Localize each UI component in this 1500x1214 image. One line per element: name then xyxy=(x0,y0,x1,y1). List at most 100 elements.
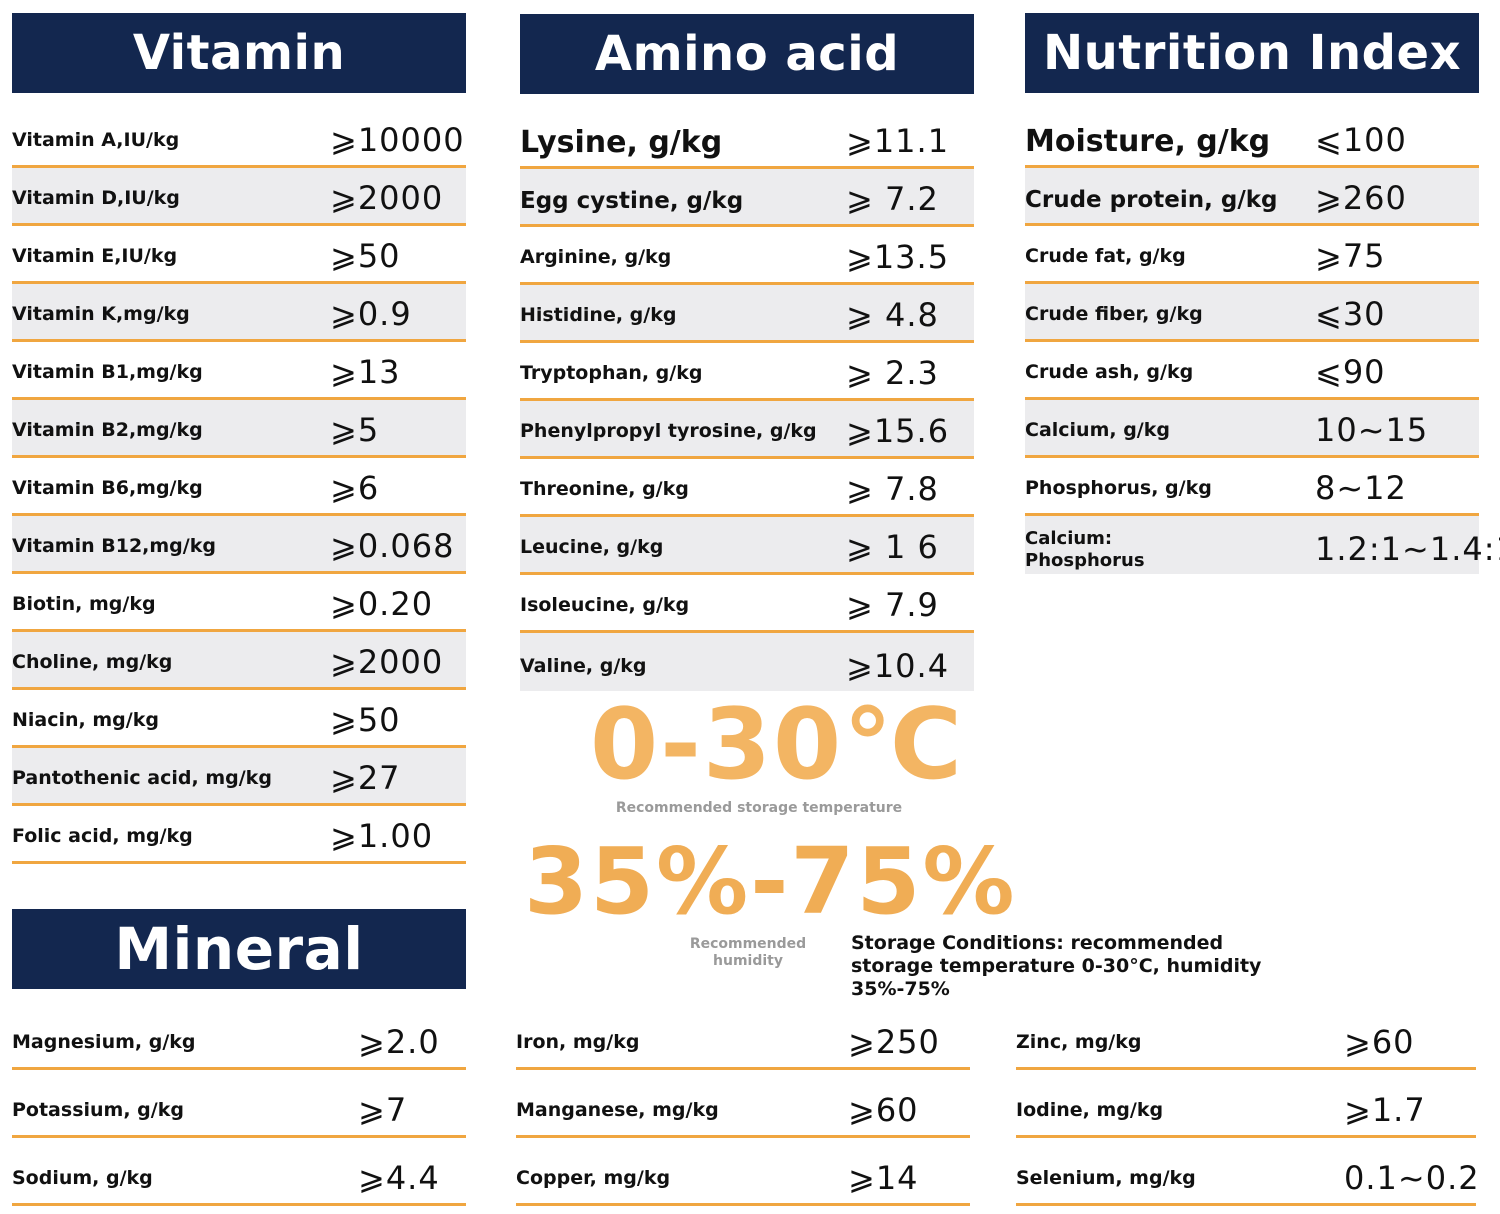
vitamin-row: Pantothenic acid, mg/kg ⩾27 xyxy=(12,748,466,806)
amino-label: Egg cystine, g/kg xyxy=(520,188,744,214)
amino-value: ⩾10.4 xyxy=(846,647,950,685)
vitamin-value: ⩾2000 xyxy=(330,643,444,681)
storage-humidity: 35%-75% xyxy=(524,828,1017,935)
nutrition-label: Crude protein, g/kg xyxy=(1025,187,1278,213)
mineral-row: Sodium, g/kg ⩾4.4 xyxy=(12,1138,466,1206)
mineral-label: Manganese, mg/kg xyxy=(516,1099,719,1121)
mineral-label: Potassium, g/kg xyxy=(12,1099,184,1121)
nutrition-value: ⩽90 xyxy=(1315,353,1386,391)
storage-conditions-note: Storage Conditions: recommended storage … xyxy=(851,932,1262,1000)
nutrition-label: Crude ash, g/kg xyxy=(1025,361,1194,383)
mineral-row: Iodine, mg/kg ⩾1.7 xyxy=(1016,1070,1476,1138)
mineral-value: ⩾14 xyxy=(848,1159,919,1197)
mineral-column-3: Zinc, mg/kg ⩾60 Iodine, mg/kg ⩾1.7 Selenium,… xyxy=(1016,1002,1479,1206)
mineral-header: Mineral xyxy=(12,909,466,989)
vitamin-value: ⩾0.9 xyxy=(330,295,412,333)
amino-label: Isoleucine, g/kg xyxy=(520,594,690,616)
nutrition-value: 10~15 xyxy=(1315,411,1429,449)
storage-humidity-caption: Recommended humidity xyxy=(689,936,807,969)
vitamin-value: ⩾50 xyxy=(330,237,401,275)
mineral-value: ⩾2.0 xyxy=(358,1023,440,1061)
mineral-label: Sodium, g/kg xyxy=(12,1167,153,1189)
nutrition-label: Crude fiber, g/kg xyxy=(1025,303,1203,325)
vitamin-label: Vitamin A,IU/kg xyxy=(12,129,180,151)
vitamin-value: ⩾6 xyxy=(330,469,380,507)
amino-value: ⩾ 7.9 xyxy=(846,586,939,624)
vitamin-label: Vitamin K,mg/kg xyxy=(12,303,190,325)
nutrition-row: Crude fat, g/kg ⩾75 xyxy=(1025,226,1479,284)
amino-label: Histidine, g/kg xyxy=(520,304,677,326)
vitamin-row: Vitamin K,mg/kg ⩾0.9 xyxy=(12,284,466,342)
vitamin-row: Vitamin B12,mg/kg ⩾0.068 xyxy=(12,516,466,574)
vitamin-value: ⩾0.20 xyxy=(330,585,434,623)
nutrition-value: ⩾75 xyxy=(1315,237,1386,275)
amino-row: Arginine, g/kg ⩾13.5 xyxy=(520,227,974,285)
vitamin-row: Niacin, mg/kg ⩾50 xyxy=(12,690,466,748)
mineral-value: ⩾60 xyxy=(1344,1023,1415,1061)
nutrition-label: Crude fat, g/kg xyxy=(1025,245,1186,267)
amino-value: ⩾11.1 xyxy=(846,122,950,160)
nutrition-value: 1.2:1~1.4:1 xyxy=(1315,530,1500,568)
mineral-row: Magnesium, g/kg ⩾2.0 xyxy=(12,1002,466,1070)
mineral-value: ⩾1.7 xyxy=(1344,1091,1426,1129)
nutrition-value: ⩽100 xyxy=(1315,121,1407,159)
nutrition-header: Nutrition Index xyxy=(1025,13,1479,93)
vitamin-row: Vitamin D,IU/kg ⩾2000 xyxy=(12,168,466,226)
mineral-column-1: Magnesium, g/kg ⩾2.0 Potassium, g/kg ⩾7 Sodi… xyxy=(12,1002,466,1206)
vitamin-label: Vitamin D,IU/kg xyxy=(12,187,180,209)
vitamin-row: Vitamin B2,mg/kg ⩾5 xyxy=(12,400,466,458)
vitamin-label: Vitamin E,IU/kg xyxy=(12,245,178,267)
amino-value: ⩾ 7.8 xyxy=(846,470,939,508)
vitamin-label: Vitamin B2,mg/kg xyxy=(12,419,203,441)
amino-row: Phenylpropyl tyrosine, g/kg ⩾15.6 xyxy=(520,401,974,459)
amino-label: Phenylpropyl tyrosine, g/kg xyxy=(520,420,817,442)
mineral-value: ⩾250 xyxy=(848,1023,940,1061)
vitamin-row: Choline, mg/kg ⩾2000 xyxy=(12,632,466,690)
mineral-label: Selenium, mg/kg xyxy=(1016,1167,1196,1189)
nutrition-value: 8~12 xyxy=(1315,469,1407,507)
nutrition-section: Nutrition Index Moisture, g/kg ⩽100 Crude … xyxy=(1025,13,1500,574)
vitamin-value: ⩾2000 xyxy=(330,179,444,217)
nutrition-row: Calcium: Phosphorus 1.2:1~1.4:1 xyxy=(1025,516,1500,574)
mineral-label: Iodine, mg/kg xyxy=(1016,1099,1164,1121)
mineral-row: Selenium, mg/kg 0.1~0.2 xyxy=(1016,1138,1479,1206)
nutrition-row: Crude fiber, g/kg ⩽30 xyxy=(1025,284,1479,342)
amino-header: Amino acid xyxy=(520,14,974,94)
amino-row: Isoleucine, g/kg ⩾ 7.9 xyxy=(520,575,974,633)
amino-label: Threonine, g/kg xyxy=(520,478,689,500)
vitamin-value: ⩾1.00 xyxy=(330,817,434,855)
amino-row: Valine, g/kg ⩾10.4 xyxy=(520,633,974,691)
nutrition-label: Calcium: Phosphorus xyxy=(1025,528,1145,571)
vitamin-value: ⩾13 xyxy=(330,353,401,391)
mineral-row: Potassium, g/kg ⩾7 xyxy=(12,1070,466,1138)
nutrition-value: ⩽30 xyxy=(1315,295,1386,333)
amino-value: ⩾ 2.3 xyxy=(846,354,939,392)
mineral-value: ⩾4.4 xyxy=(358,1159,440,1197)
amino-row: Threonine, g/kg ⩾ 7.8 xyxy=(520,459,974,517)
nutrition-row: Phosphorus, g/kg 8~12 xyxy=(1025,458,1479,516)
nutrition-row: Crude ash, g/kg ⩽90 xyxy=(1025,342,1479,400)
mineral-row: Manganese, mg/kg ⩾60 xyxy=(516,1070,970,1138)
mineral-label: Zinc, mg/kg xyxy=(1016,1031,1142,1053)
mineral-label: Copper, mg/kg xyxy=(516,1167,671,1189)
vitamin-value: ⩾10000 xyxy=(330,121,465,159)
vitamin-label: Biotin, mg/kg xyxy=(12,593,156,615)
nutrition-value: ⩾260 xyxy=(1315,179,1407,217)
vitamin-value: ⩾50 xyxy=(330,701,401,739)
vitamin-row: Vitamin A,IU/kg ⩾10000 xyxy=(12,110,466,168)
vitamin-label: Pantothenic acid, mg/kg xyxy=(12,767,272,789)
nutrition-label: Phosphorus, g/kg xyxy=(1025,477,1212,499)
vitamin-label: Vitamin B12,mg/kg xyxy=(12,535,216,557)
vitamin-label: Vitamin B1,mg/kg xyxy=(12,361,203,383)
amino-value: ⩾ 4.8 xyxy=(846,296,939,334)
vitamin-row: Folic acid, mg/kg ⩾1.00 xyxy=(12,806,466,864)
amino-row: Histidine, g/kg ⩾ 4.8 xyxy=(520,285,974,343)
amino-value: ⩾13.5 xyxy=(846,238,950,276)
amino-row: Leucine, g/kg ⩾ 1 6 xyxy=(520,517,974,575)
mineral-label: Magnesium, g/kg xyxy=(12,1031,196,1053)
vitamin-label: Choline, mg/kg xyxy=(12,651,173,673)
vitamin-row: Vitamin B1,mg/kg ⩾13 xyxy=(12,342,466,400)
amino-value: ⩾15.6 xyxy=(846,412,950,450)
mineral-row: Zinc, mg/kg ⩾60 xyxy=(1016,1002,1476,1070)
nutrition-label: Calcium, g/kg xyxy=(1025,419,1170,441)
